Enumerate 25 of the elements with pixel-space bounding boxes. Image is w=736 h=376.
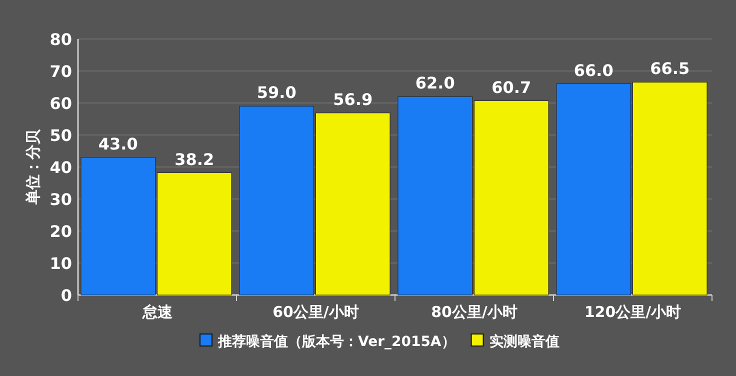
x-tick-label: 120公里/小时 [584,303,682,321]
legend-item: 实测噪音值 [470,334,560,350]
data-label: 59.0 [256,83,296,102]
y-tick-label: 20 [50,222,72,241]
x-tick-label: 80公里/小时 [431,303,518,321]
legend-item: 推荐噪音值（版本号：Ver_2015A） [200,334,456,350]
y-tick-label: 40 [50,158,72,177]
y-tick-label: 0 [60,286,72,305]
data-label: 66.5 [650,59,690,78]
data-label: 66.0 [574,60,614,80]
legend-label: 实测噪音值 [489,333,560,350]
y-tick-label: 80 [50,30,72,49]
data-label: 62.0 [415,74,455,93]
data-label: 38.2 [174,150,214,169]
y-tick-label: 10 [50,254,72,273]
y-tick-label: 60 [50,94,72,113]
x-tick-label: 60公里/小时 [272,303,359,321]
data-label: 56.9 [333,90,373,109]
y-tick-label: 50 [50,126,72,145]
y-axis-title: 单位：分贝 [24,128,42,206]
y-tick-label: 30 [50,190,72,209]
y-tick-label: 70 [50,62,72,81]
data-label: 60.7 [492,78,532,97]
x-tick-label: 怠速 [141,303,174,321]
data-label: 43.0 [98,134,138,154]
